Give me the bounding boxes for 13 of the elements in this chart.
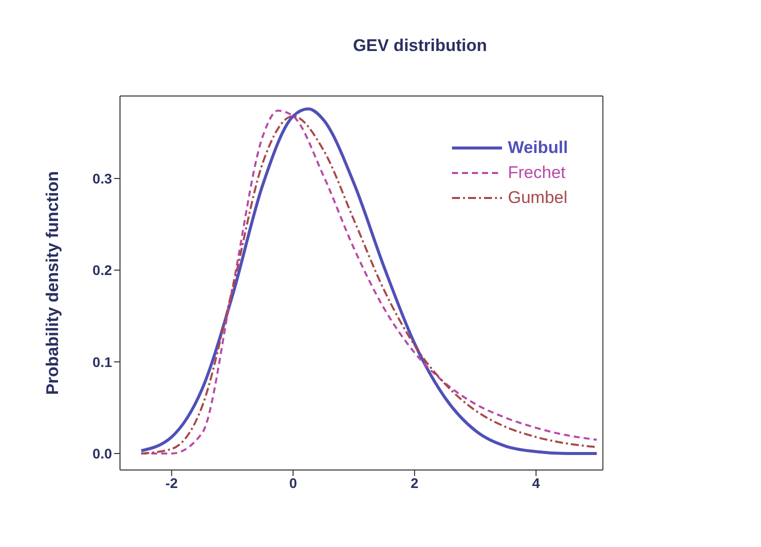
x-tick-label: 0 xyxy=(289,474,298,491)
y-tick-label: 0.2 xyxy=(92,262,112,278)
legend-label: Weibull xyxy=(508,138,568,158)
y-tick-label: 0.3 xyxy=(92,170,112,186)
y-tick-label: 0.0 xyxy=(92,445,112,462)
legend-label: Frechet xyxy=(508,162,566,182)
x-tick-label: 2 xyxy=(410,474,419,491)
chart-title: GEV distribution xyxy=(352,36,488,56)
x-tick-label: -2 xyxy=(165,474,178,491)
y-tick-label: 0.1 xyxy=(92,354,112,370)
legend-label: Gumbel xyxy=(508,188,568,208)
y-axis-title: Probability density function xyxy=(43,171,62,395)
x-tick-label: 4 xyxy=(532,474,540,491)
